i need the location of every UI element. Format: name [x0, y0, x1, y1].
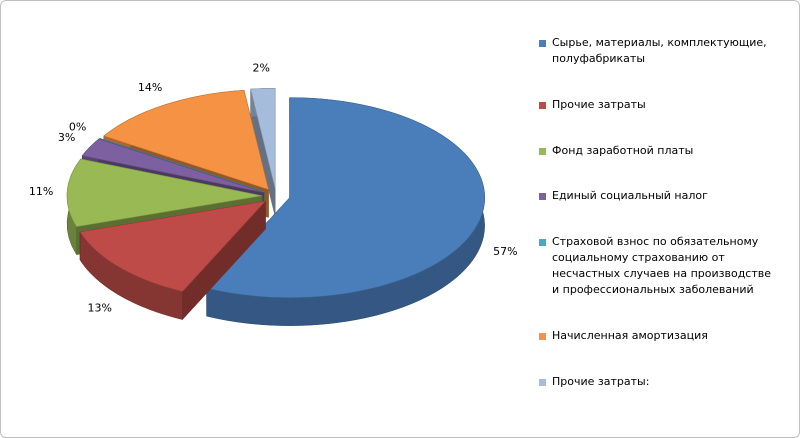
legend-swatch	[539, 101, 546, 109]
slice	[103, 89, 269, 190]
legend: Сырье, материалы, комплектующие, полуфаб…	[539, 35, 774, 390]
data-label: 3%	[58, 131, 75, 144]
legend-swatch	[539, 378, 546, 386]
legend-label: Прочие затраты:	[552, 374, 650, 388]
legend-label: Страховой взнос по обязательному социаль…	[552, 235, 772, 297]
legend-item: Сырье, материалы, комплектующие, полуфаб…	[539, 35, 774, 67]
legend-swatch	[539, 333, 546, 341]
legend-swatch	[539, 40, 546, 47]
slice	[66, 158, 263, 227]
legend-label: Фонд заработной платы	[552, 143, 694, 157]
legend-item: Фонд заработной платы	[539, 143, 774, 159]
data-label: 0%	[69, 121, 86, 134]
legend-label: Сырье, материалы, комплектующие, полуфаб…	[552, 36, 767, 65]
slice	[250, 88, 276, 217]
data-label: 14%	[138, 81, 162, 94]
legend-label: Прочие затраты	[552, 97, 646, 111]
legend-swatch	[539, 239, 546, 247]
legend-label: Единый социальный налог	[552, 189, 708, 203]
slice	[79, 200, 267, 321]
data-label: 13%	[87, 301, 111, 314]
legend-swatch	[539, 193, 546, 201]
data-label: 57%	[493, 245, 517, 258]
slice	[206, 97, 485, 298]
legend-swatch	[539, 147, 546, 155]
legend-item: Страховой взнос по обязательному социаль…	[539, 234, 774, 298]
legend-item: Единый социальный налог	[539, 188, 774, 204]
legend-label: Начисленная амортизация	[552, 329, 708, 343]
legend-item: Прочие затраты:	[539, 374, 774, 390]
slice	[250, 88, 276, 189]
slice	[81, 138, 264, 193]
data-label: 2%	[253, 62, 270, 75]
legend-item: Прочие затраты	[539, 97, 774, 113]
slice	[79, 200, 267, 292]
data-label: 11%	[29, 185, 53, 198]
legend-item: Начисленная амортизация	[539, 328, 774, 344]
slice	[206, 97, 485, 326]
